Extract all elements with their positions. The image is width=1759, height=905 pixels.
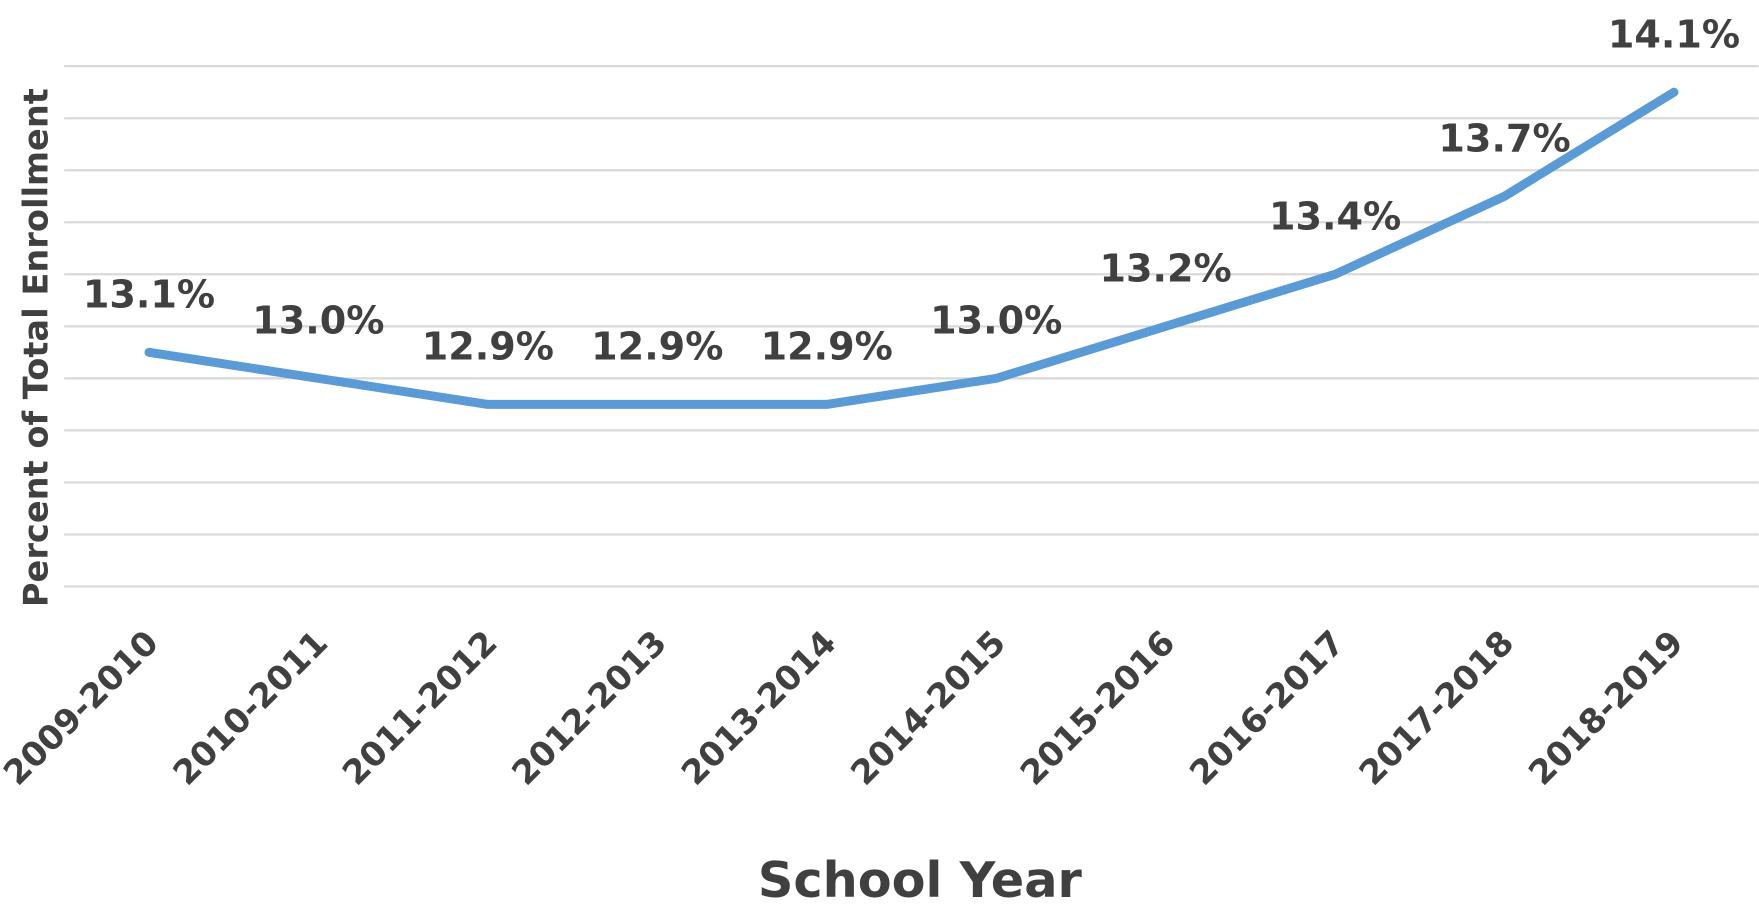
- y-axis-title: Percent of Total Enrollment: [16, 88, 55, 607]
- x-tick-label: 2015-2016: [1013, 623, 1183, 793]
- x-tick-label: 2017-2018: [1352, 623, 1522, 793]
- x-tick-label: 2016-2017: [1182, 623, 1352, 793]
- data-label: 13.4%: [1269, 194, 1401, 238]
- data-label: 13.7%: [1438, 116, 1570, 160]
- x-tick-label: 2012-2013: [504, 623, 674, 793]
- data-label: 13.1%: [83, 272, 215, 316]
- x-tick-label: 2010-2011: [165, 623, 335, 793]
- data-label: 12.9%: [422, 325, 554, 369]
- data-label: 13.0%: [930, 299, 1062, 343]
- x-tick-label: 2009-2010: [0, 623, 166, 793]
- x-tick-label: 2014-2015: [843, 623, 1013, 793]
- data-label: 13.0%: [252, 299, 384, 343]
- x-tick-label: 2011-2012: [335, 623, 505, 793]
- x-axis-title: School Year: [758, 851, 1083, 905]
- data-label: 12.9%: [591, 325, 723, 369]
- x-tick-label: 2013-2014: [674, 623, 844, 793]
- line-series: [144, 87, 1679, 409]
- data-label: 13.2%: [1100, 246, 1232, 290]
- x-tick-label: 2018-2019: [1521, 623, 1691, 793]
- data-label: 14.1%: [1608, 12, 1740, 56]
- data-label: 12.9%: [761, 325, 893, 369]
